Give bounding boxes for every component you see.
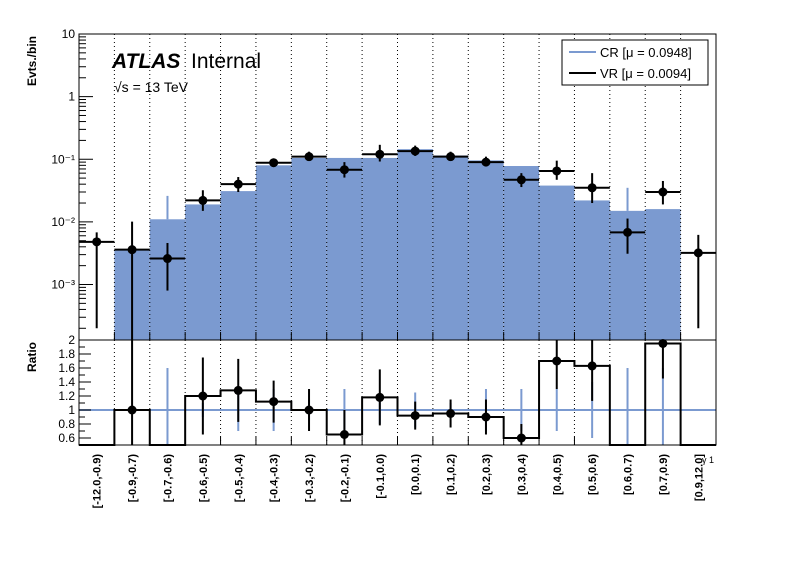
ratio-panel: 0.60.811.21.41.61.82 [-12.0,-0.9) [-0.9,-… bbox=[25, 333, 717, 509]
legend-vr-label: VR [μ = 0.0094] bbox=[600, 66, 691, 81]
atlas-label: ATLAS bbox=[111, 50, 180, 73]
x-category-label: [0.6,0.7) bbox=[623, 454, 635, 495]
vr-point bbox=[658, 187, 668, 197]
cr-bar bbox=[362, 157, 398, 340]
vr-point bbox=[623, 227, 633, 237]
x-category-label: [-0.1,0.0) bbox=[375, 454, 387, 499]
cr-bar bbox=[397, 149, 433, 340]
cr-bar bbox=[432, 155, 469, 340]
main-y-axis-label: Evts./bin bbox=[25, 36, 39, 86]
vr-point bbox=[92, 237, 102, 247]
ratio-point bbox=[516, 433, 526, 443]
x-category-label: [-0.4,-0.3) bbox=[269, 454, 281, 503]
ratio-point bbox=[446, 409, 456, 418]
vr-point bbox=[127, 245, 137, 255]
vr-point bbox=[410, 146, 420, 156]
ratio-point bbox=[658, 339, 668, 348]
x-category-label: [-0.2,-0.1) bbox=[339, 454, 351, 503]
ratio-points bbox=[127, 339, 668, 445]
ratio-y-tick-label: 1.4 bbox=[58, 375, 75, 389]
cr-bar bbox=[326, 157, 363, 340]
energy-label: √s = 13 TeV bbox=[114, 79, 189, 95]
vr-point bbox=[269, 158, 279, 168]
vr-point bbox=[233, 179, 243, 189]
x-category-label: [-0.3,-0.2) bbox=[304, 454, 316, 503]
ratio-point bbox=[375, 392, 385, 402]
vr-point bbox=[446, 152, 456, 162]
x-category-label: [-0.5,-0.4) bbox=[233, 454, 245, 503]
cr-bar bbox=[503, 166, 540, 340]
main-y-tick-label: 10⁻² bbox=[51, 215, 75, 229]
cr-histogram bbox=[114, 149, 681, 340]
ratio-y-tick-label: 0.6 bbox=[58, 431, 75, 445]
x-category-label: [-0.6,-0.5) bbox=[198, 454, 210, 503]
ratio-y-axis-label: Ratio bbox=[25, 342, 39, 372]
x-category-label: [-0.7,-0.6) bbox=[162, 454, 174, 503]
ratio-y-tick-label: 1.8 bbox=[58, 347, 75, 361]
x-category-label: [0.3,0.4) bbox=[516, 454, 528, 495]
ratio-point bbox=[552, 356, 562, 366]
ratio-y-tick-label: 0.8 bbox=[58, 417, 75, 431]
cr-bar bbox=[220, 191, 256, 340]
legend-cr-label: CR [μ = 0.0948] bbox=[600, 45, 692, 60]
vr-point bbox=[516, 175, 526, 185]
ratio-point bbox=[233, 385, 243, 395]
main-y-tick-label: 10 bbox=[62, 27, 76, 41]
ratio-point bbox=[410, 411, 420, 421]
vr-point bbox=[304, 152, 314, 162]
ratio-x-axis-label: γ 1 bbox=[702, 455, 714, 465]
ratio-y-tick-label: 1.2 bbox=[58, 389, 75, 403]
x-category-label: [0.2,0.3) bbox=[481, 454, 493, 495]
ratio-point bbox=[304, 405, 314, 415]
ratio-step-line bbox=[79, 342, 716, 446]
ratio-x-axis: [-12.0,-0.9) [-0.9,-0.7) [-0.7,-0.6) [-0.6,… bbox=[78, 437, 717, 509]
main-panel: 10 1 10⁻¹ 10⁻² 10⁻³ Evts./bin ATLAS Internal… bbox=[25, 27, 717, 341]
x-category-label: [0.9,12.0] bbox=[693, 454, 705, 501]
cr-bar bbox=[468, 160, 504, 340]
ratio-point bbox=[587, 361, 597, 371]
cr-bar bbox=[185, 204, 221, 340]
x-category-label: [0.4,0.5) bbox=[552, 454, 564, 495]
ratio-point bbox=[481, 412, 491, 422]
ratio-point bbox=[339, 430, 349, 439]
cr-bar bbox=[291, 157, 327, 340]
cr-bar bbox=[574, 200, 610, 340]
vr-point bbox=[198, 195, 208, 205]
main-x-ticks bbox=[78, 332, 717, 340]
ratio-y-tick-label: 1.6 bbox=[58, 361, 75, 375]
x-category-label: [0.7,0.9) bbox=[658, 454, 670, 495]
x-category-label: [-0.9,-0.7) bbox=[127, 454, 139, 503]
legend-box bbox=[561, 39, 709, 86]
ratio-y-tick-label: 1 bbox=[68, 403, 75, 417]
ratio-point bbox=[269, 397, 279, 407]
cr-bar bbox=[645, 209, 681, 340]
vr-point bbox=[552, 166, 562, 176]
main-y-tick-label: 10⁻¹ bbox=[51, 152, 75, 166]
main-y-tick-label: 1 bbox=[68, 90, 75, 104]
cr-bar bbox=[255, 165, 292, 340]
ratio-y-tick-label: 2 bbox=[68, 333, 75, 347]
ratio-step-histogram bbox=[79, 342, 716, 446]
x-category-label: [0.1,0.2) bbox=[446, 454, 458, 495]
main-y-tick-label: 10⁻³ bbox=[51, 278, 75, 292]
x-category-label: [0.0,0.1) bbox=[410, 454, 422, 495]
cr-bar bbox=[539, 185, 575, 340]
ratio-point bbox=[127, 405, 137, 415]
vr-points bbox=[79, 144, 716, 340]
vr-point bbox=[162, 254, 172, 264]
ratio-point bbox=[198, 391, 208, 401]
main-y-axis: 10 1 10⁻¹ 10⁻² 10⁻³ bbox=[51, 27, 93, 329]
vr-point bbox=[481, 157, 491, 167]
internal-label: Internal bbox=[191, 50, 261, 73]
vr-point bbox=[587, 183, 597, 193]
vr-point bbox=[339, 165, 349, 175]
x-category-label: [0.5,0.6) bbox=[587, 454, 599, 495]
x-category-label: [-12.0,-0.9) bbox=[92, 454, 104, 509]
legend: CR [μ = 0.0948] VR [μ = 0.0094] bbox=[561, 39, 709, 86]
vr-point bbox=[375, 149, 385, 159]
vr-point bbox=[693, 248, 703, 258]
ratio-y-axis: 0.60.811.21.41.61.82 bbox=[58, 333, 91, 446]
